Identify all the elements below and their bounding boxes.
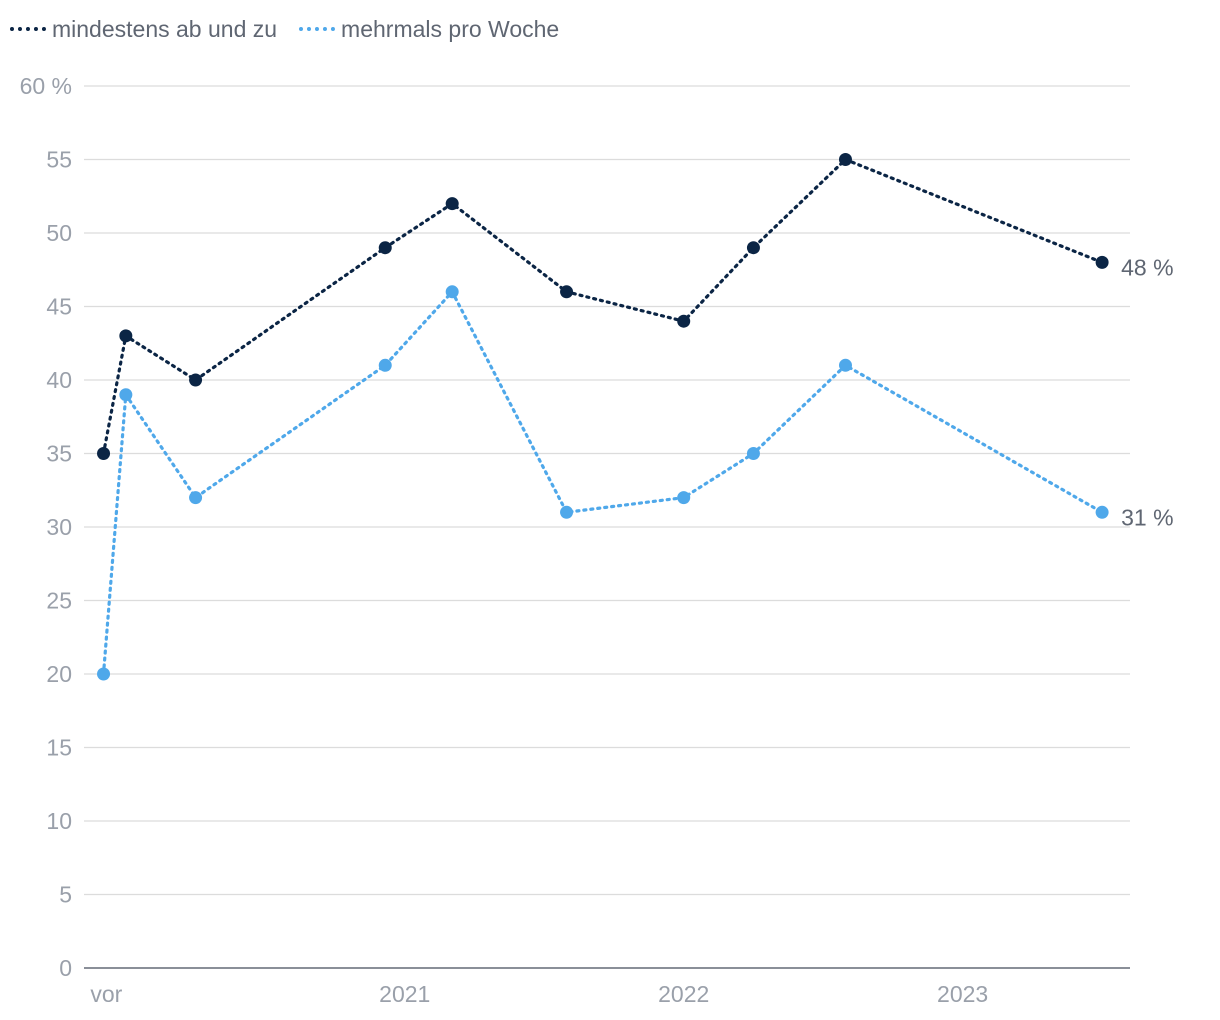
y-tick-label: 5 [59,882,72,908]
series-line-2 [101,289,1104,676]
data-point [560,505,574,519]
legend-item-series-1: mindestens ab und zu [10,16,277,43]
series-line-1 [101,157,1104,456]
y-tick-label: 15 [46,735,72,761]
y-tick-label: 10 [46,808,72,834]
data-point [445,197,459,211]
x-tick-label: 2023 [937,981,988,1007]
data-point [378,241,392,255]
y-tick-label: 55 [46,147,72,173]
data-point [119,329,133,343]
data-point [746,447,760,460]
end-value-label-2: 31 % [1121,504,1173,530]
y-tick-label: 25 [46,588,72,614]
legend-item-series-2: mehrmals pro Woche [299,16,559,43]
legend-label-series-2: mehrmals pro Woche [341,15,560,42]
y-tick-label: 60 % [20,73,72,99]
y-tick-label: 45 [46,294,72,320]
data-point [1095,505,1109,519]
data-point [445,285,459,299]
data-point [97,667,111,681]
y-tick-label: 35 [46,441,72,467]
legend-label-series-1: mindestens ab und zu [52,15,278,42]
chart-legend: mindestens ab und zu mehrmals pro Woche [10,14,559,44]
x-tick-label: 2022 [658,981,709,1007]
data-point [189,373,203,387]
legend-swatch-series-2 [299,27,336,31]
y-tick-label: 0 [59,955,72,981]
data-point [677,491,691,505]
y-tick-label: 50 [46,220,72,246]
data-point [838,358,852,372]
x-tick-label: 2021 [379,981,430,1007]
data-point [746,241,760,255]
data-point [677,314,691,328]
data-point [838,153,852,166]
legend-swatch-series-1 [10,27,46,31]
data-point [1095,255,1109,269]
end-value-label-1: 48 % [1121,254,1173,280]
y-tick-label: 40 [46,367,72,393]
data-point [119,388,133,402]
y-tick-label: 20 [46,661,72,687]
y-tick-label: 30 [46,514,72,540]
data-point [378,358,392,372]
data-point [189,491,203,505]
x-tick-label: vor [90,981,122,1007]
data-point [560,285,574,299]
data-point [97,447,111,460]
